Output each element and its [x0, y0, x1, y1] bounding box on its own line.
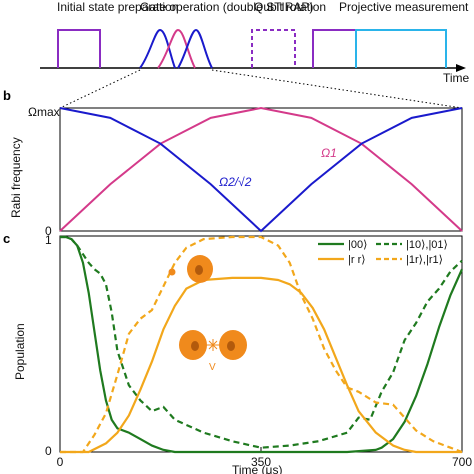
legend-item-00: |00⟩	[318, 239, 367, 251]
panel-c-letter: c	[3, 231, 10, 246]
panel-c-xtick-label: 0	[57, 455, 64, 469]
label-projective-measurement: Projective measurement	[339, 0, 469, 14]
zoom-line-right	[211, 69, 463, 109]
interaction-star-icon	[207, 339, 219, 351]
time-label: Time	[443, 71, 470, 85]
legend-label-1r-r1: |1r⟩,|r1⟩	[406, 254, 443, 266]
pop-00-line	[60, 235, 464, 454]
panel-c-xtick-label: 700	[452, 455, 472, 469]
panel-b-ytick-max: Ωmax	[28, 105, 60, 119]
legend-label-00: |00⟩	[348, 239, 367, 251]
omega1-curve	[59, 106, 463, 232]
panel-c-ytick-zero: 0	[45, 444, 52, 458]
initial-prep-pulse	[57, 29, 101, 68]
panel-c-xticks: 0 350 700	[57, 447, 472, 469]
gate-pulse-blue-2	[177, 28, 213, 69]
panel-b: b Ωmax 0 Rabi frequency Ω1 Ω2/√2	[3, 88, 463, 238]
label-qubit-rotation: Qubit rotation	[254, 0, 326, 14]
legend: |00⟩ |10⟩,|01⟩ |r r⟩ |1r⟩,|r1⟩	[318, 239, 448, 266]
measurement-pulse-cyan	[355, 29, 447, 68]
label-gate-operation: Gate operation (double STIRAP)	[140, 0, 313, 14]
rydberg-atom-left-core	[191, 341, 199, 351]
panel-c-ylabel: Population	[13, 323, 27, 380]
omega1-label: Ω1	[321, 146, 337, 160]
small-atom-icon	[168, 268, 176, 276]
panel-c-frame	[59, 235, 463, 453]
panel-b-ylabel: Rabi frequency	[9, 137, 23, 218]
time-arrow-icon	[456, 64, 466, 72]
rydberg-atom-right-core	[227, 341, 235, 351]
panel-b-letter: b	[3, 88, 11, 103]
panel-c-lines	[60, 235, 464, 454]
measurement-pulse-purple	[312, 29, 357, 68]
panel-c-ytick-one: 1	[45, 233, 52, 247]
label-initial-state: Initial state preparation	[57, 0, 178, 14]
panel-a: Initial state preparation Gate operation…	[40, 0, 470, 109]
panel-b-ytick-zero: 0	[45, 224, 52, 238]
legend-label-rr: |r r⟩	[348, 254, 366, 266]
panel-c: c 1 0 Population 0 350 700 Time (μs)	[3, 231, 472, 474]
legend-item-1r-r1: |1r⟩,|r1⟩	[376, 254, 443, 266]
omega2-label: Ω2/√2	[219, 175, 252, 189]
interaction-v-label: V	[209, 362, 216, 373]
legend-item-rr: |r r⟩	[318, 254, 366, 266]
panel-b-frame	[59, 107, 463, 232]
atom-illustration: V	[168, 255, 247, 373]
rydberg-atom-core	[195, 265, 203, 275]
panel-c-xlabel: Time (μs)	[232, 463, 282, 474]
pop-rr-line	[60, 276, 462, 454]
pop-10-01-line	[60, 235, 463, 449]
legend-label-10-01: |10⟩,|01⟩	[406, 239, 448, 251]
qubit-rotation-pulse	[251, 29, 296, 68]
gate-pulse-blue-1	[139, 28, 176, 69]
legend-item-10-01: |10⟩,|01⟩	[376, 239, 448, 251]
pop-1r-r1-line	[60, 235, 463, 454]
panel-b-lines	[59, 106, 463, 233]
panel-c-xtick-label: 350	[251, 455, 271, 469]
zoom-line-left	[59, 69, 141, 109]
omega2-curve	[59, 107, 463, 233]
gate-pulse-pink	[157, 28, 196, 69]
